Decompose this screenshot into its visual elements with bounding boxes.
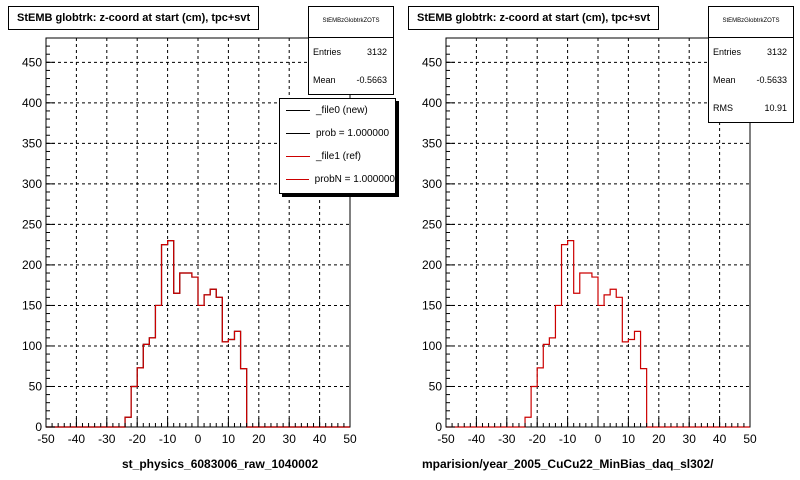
y-tick-label: 300 — [22, 177, 42, 191]
y-tick-label: 350 — [422, 136, 442, 150]
x-tick-label: 10 — [222, 432, 236, 446]
legend-line-ref — [286, 156, 310, 157]
stats-entries-label: Entries — [313, 47, 342, 57]
y-tick-label: 50 — [29, 379, 43, 393]
stats-entries-row: Entries 3132 — [709, 38, 793, 66]
legend-label: prob = 1.000000 — [316, 128, 390, 139]
x-tick-label: 50 — [743, 432, 757, 446]
x-tick-label: 0 — [195, 432, 202, 446]
stats-entries-value: 3132 — [366, 47, 387, 57]
stats-mean-label: Mean — [313, 75, 336, 85]
x-tick-label: 40 — [713, 432, 727, 446]
legend-entry-prob: prob = 1.000000 — [280, 122, 395, 145]
y-tick-label: 300 — [422, 177, 442, 191]
legend-line-probn — [286, 179, 309, 180]
stats-box: StEMBzGlobtrkZOTS Entries 3132 Mean -0.5… — [308, 6, 394, 95]
legend-label: _file1 (ref) — [316, 151, 362, 162]
y-tick-label: 250 — [22, 217, 42, 231]
y-tick-label: 250 — [422, 217, 442, 231]
x-tick-label: -10 — [159, 432, 177, 446]
stats-rms-label: RMS — [713, 103, 733, 113]
legend-line-prob — [286, 133, 310, 134]
x-axis-title: st_physics_6083006_raw_1040002 — [122, 457, 319, 471]
x-tick-label: 40 — [313, 432, 327, 446]
x-tick-label: -30 — [98, 432, 116, 446]
histogram-pad-ref: -50 -40 -30 -20 -10 0 10 20 30 40 50 0 50 100 150 200 25… — [400, 0, 800, 480]
y-tick-label: 200 — [22, 258, 42, 272]
y-tick-label: 450 — [422, 55, 442, 69]
x-tick-label: 0 — [595, 432, 602, 446]
x-tick-label: 20 — [652, 432, 666, 446]
stats-rms-row: RMS 10.91 — [709, 94, 793, 122]
legend-entry-ref: _file1 (ref) — [280, 145, 395, 168]
x-tick-label: -20 — [529, 432, 547, 446]
stats-mean-label: Mean — [713, 75, 736, 85]
histogram-series — [446, 240, 750, 428]
stats-name: StEMBzGlobtrkZOTS — [709, 7, 793, 38]
x-tick-label: 10 — [622, 432, 636, 446]
stats-entries-label: Entries — [713, 47, 742, 57]
stats-mean-value: -0.5633 — [756, 75, 787, 85]
histogram-pad-new: -50 -40 -30 -20 -10 0 10 20 30 40 50 0 50 100 150 200 25… — [8, 6, 396, 471]
y-tick-label: 100 — [22, 339, 42, 353]
plot-title: StEMB globtrk: z-coord at start (cm), tp… — [8, 6, 260, 30]
y-tick-label: 0 — [35, 420, 42, 434]
stats-mean-row: Mean -0.5663 — [309, 66, 393, 94]
legend-entry-new: _file0 (new) — [280, 99, 395, 122]
legend-line-new — [286, 110, 310, 111]
x-tick-label: -10 — [559, 432, 577, 446]
stats-entries-row: Entries 3132 — [309, 38, 393, 66]
y-tick-label: 0 — [435, 420, 442, 434]
x-tick-label: 30 — [283, 432, 297, 446]
y-tick-label: 150 — [422, 298, 442, 312]
y-tick-label: 400 — [422, 96, 442, 110]
x-tick-label: -50 — [37, 432, 55, 446]
stats-mean-value: -0.5663 — [356, 75, 387, 85]
stats-rms-value: 10.91 — [764, 103, 787, 113]
histogram-plot-ref: -50 -40 -30 -20 -10 0 10 20 30 40 50 0 50 100 150 200 25… — [422, 37, 757, 446]
y-tick-label: 150 — [22, 298, 42, 312]
y-tick-label: 400 — [22, 96, 42, 110]
stats-entries-value: 3132 — [766, 47, 787, 57]
plot-title: StEMB globtrk: z-coord at start (cm), tp… — [408, 6, 660, 30]
legend-label: probN = 1.000000 — [314, 174, 395, 185]
stats-name: StEMBzGlobtrkZOTS — [309, 7, 393, 38]
y-tick-label: 50 — [429, 379, 443, 393]
stats-box: StEMBzGlobtrkZOTS Entries 3132 Mean -0.5… — [708, 6, 794, 123]
legend-entry-probn: probN = 1.000000 — [280, 168, 395, 191]
y-tick-label: 450 — [22, 55, 42, 69]
x-tick-label: -50 — [437, 432, 455, 446]
stats-mean-row: Mean -0.5633 — [709, 66, 793, 94]
legend-label: _file0 (new) — [316, 105, 368, 116]
x-axis-title: mparision/year_2005_CuCu22_MinBias_daq_s… — [422, 457, 714, 471]
legend: _file0 (new) prob = 1.000000 _file1 (ref… — [279, 98, 396, 194]
x-tick-label: 20 — [252, 432, 266, 446]
x-tick-label: -40 — [468, 432, 486, 446]
x-tick-label: -20 — [129, 432, 147, 446]
histogram-series — [46, 240, 350, 428]
x-tick-label: 50 — [343, 432, 357, 446]
y-tick-label: 100 — [422, 339, 442, 353]
x-tick-label: 30 — [683, 432, 697, 446]
x-tick-label: -30 — [498, 432, 516, 446]
y-tick-label: 200 — [422, 258, 442, 272]
x-tick-label: -40 — [68, 432, 86, 446]
y-tick-label: 350 — [22, 136, 42, 150]
